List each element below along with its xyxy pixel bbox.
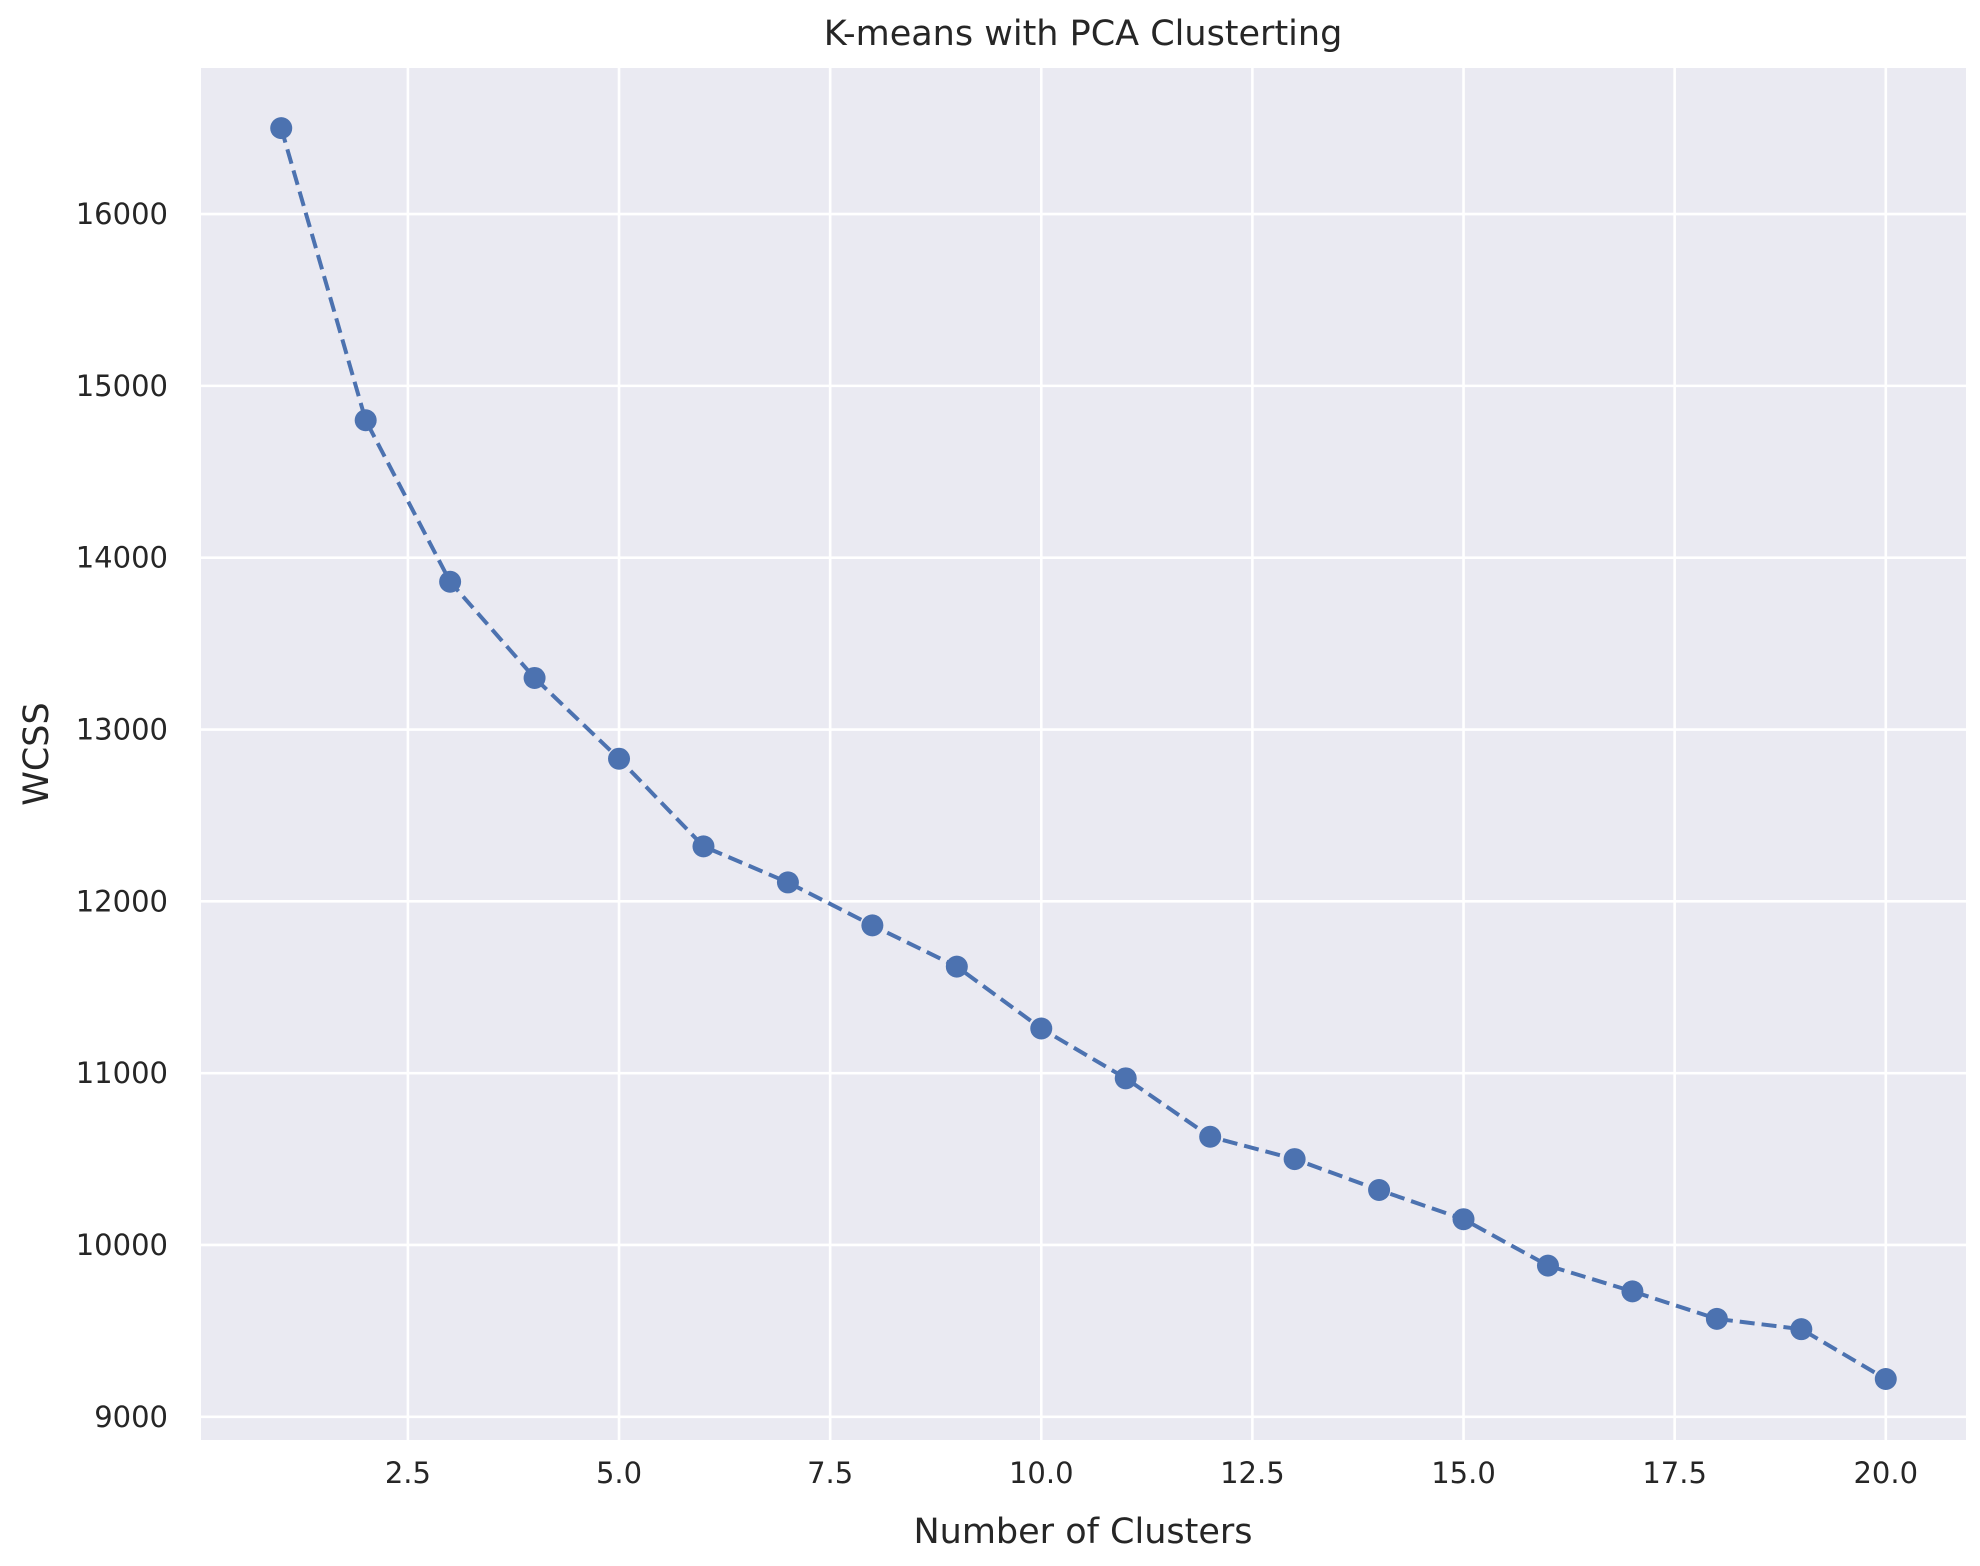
y-tick-label: 11000	[76, 1056, 168, 1090]
y-tick-labels: 9000 10000 11000 12000 13000 14000 15000 16000	[76, 197, 168, 1434]
data-point	[523, 666, 546, 689]
y-tick-label: 14000	[76, 541, 168, 575]
y-grid-lines	[201, 212, 1966, 1419]
data-point	[270, 117, 293, 140]
data-point	[1790, 1318, 1813, 1341]
data-point	[1705, 1307, 1728, 1330]
x-grid-lines	[406, 68, 1888, 1440]
x-tick-labels: 2.5 5.0 7.5 10.0 12.5 15.0 17.5 20.0	[385, 1456, 1918, 1490]
data-point	[1874, 1368, 1897, 1391]
data-point	[945, 955, 968, 978]
x-tick-label: 12.5	[1220, 1456, 1285, 1490]
data-point	[1368, 1178, 1391, 1201]
x-tick-label: 17.5	[1642, 1456, 1707, 1490]
x-tick-label: 20.0	[1853, 1456, 1918, 1490]
y-tick-label: 13000	[76, 713, 168, 747]
chart-title: K-means with PCA Clusterting	[824, 14, 1343, 54]
x-tick-label: 2.5	[385, 1456, 431, 1490]
x-tick-label: 7.5	[807, 1456, 853, 1490]
data-point	[861, 914, 884, 937]
data-point	[1030, 1017, 1053, 1040]
data-point	[1283, 1148, 1306, 1171]
x-tick-label: 5.0	[596, 1456, 642, 1490]
y-tick-label: 12000	[76, 884, 168, 918]
data-point	[608, 747, 631, 770]
y-tick-label: 15000	[76, 369, 168, 403]
x-axis-label: Number of Clusters	[913, 1512, 1252, 1552]
y-tick-label: 16000	[76, 197, 168, 231]
y-axis-label: WCSS	[17, 702, 57, 805]
series-line	[279, 127, 1887, 1381]
data-point	[1536, 1254, 1559, 1277]
data-point	[1452, 1208, 1475, 1231]
data-point	[439, 570, 462, 593]
data-point	[354, 409, 377, 432]
plot-background	[201, 68, 1966, 1440]
x-tick-label: 15.0	[1431, 1456, 1496, 1490]
data-point	[692, 835, 715, 858]
y-tick-label: 10000	[76, 1228, 168, 1262]
data-point	[1621, 1280, 1644, 1303]
x-tick-label: 10.0	[1009, 1456, 1074, 1490]
data-point	[1114, 1067, 1137, 1090]
y-tick-label: 9000	[94, 1400, 168, 1434]
data-point	[1199, 1125, 1222, 1148]
series-group	[270, 117, 1897, 1391]
data-point	[776, 871, 799, 894]
